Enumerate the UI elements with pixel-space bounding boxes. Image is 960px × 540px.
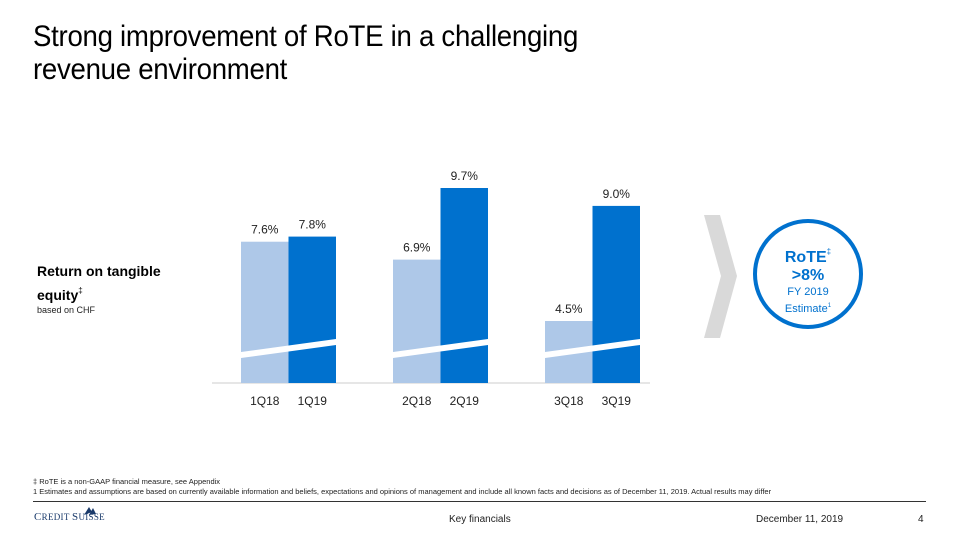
bar-2Q18 xyxy=(393,259,441,383)
category-label-3Q19: 3Q19 xyxy=(602,394,632,408)
footnote-1: ‡ RoTE is a non-GAAP financial measure, … xyxy=(33,477,221,486)
category-label-1Q18: 1Q18 xyxy=(250,394,280,408)
footer-date: December 11, 2019 xyxy=(756,514,844,525)
callout-note: Estimate xyxy=(784,303,828,315)
category-label-1Q19: 1Q19 xyxy=(298,394,328,408)
value-label-1Q19: 7.8% xyxy=(299,218,327,232)
bar-1Q19 xyxy=(288,236,336,383)
title-line-2: revenue environment xyxy=(33,53,288,86)
rote-bar-chart: 7.6% 1Q18 7.8% 1Q19 6.9% 2Q18 9.7% 2Q19 4.5% 3Q18… xyxy=(212,169,737,408)
value-label-2Q19: 9.7% xyxy=(451,169,479,183)
page-number: 4 xyxy=(918,514,924,525)
rote-target-callout: RoTE‡ >8% FY 2019 Estimate1 xyxy=(753,219,863,329)
axis-break-band xyxy=(241,339,336,358)
bar-1Q18 xyxy=(241,241,289,383)
metric-label-text: Return on tangible equity xyxy=(37,263,161,303)
metric-sublabel: based on CHF xyxy=(37,305,96,315)
axis-break-band xyxy=(545,339,640,358)
value-label-3Q18: 4.5% xyxy=(555,302,583,316)
sail-logo-icon xyxy=(84,507,96,515)
bar-3Q19 xyxy=(592,205,640,383)
metric-label: Return on tangible equity‡ based on CHF xyxy=(37,262,207,315)
axis-break-band xyxy=(393,339,488,358)
callout-metric: RoTE xyxy=(784,249,827,266)
bars-layer: 7.6% 1Q18 7.8% 1Q19 6.9% 2Q18 9.7% 2Q19 4.5% 3Q18… xyxy=(241,169,640,408)
footnote-2: 1 Estimates and assumptions are based on… xyxy=(33,487,772,496)
chevron-arrow-icon xyxy=(704,215,737,338)
callout-value: >8% xyxy=(791,267,825,284)
category-label-3Q18: 3Q18 xyxy=(554,394,584,408)
category-label-2Q18: 2Q18 xyxy=(402,394,432,408)
callout-note-marker: 1 xyxy=(827,303,832,309)
footer-section: Key financials xyxy=(449,514,511,525)
bar-2Q19 xyxy=(440,188,488,383)
callout-marker: ‡ xyxy=(826,247,832,256)
value-label-2Q18: 6.9% xyxy=(403,241,431,255)
value-label-3Q19: 9.0% xyxy=(603,187,631,201)
value-label-1Q18: 7.6% xyxy=(251,223,279,237)
category-label-2Q19: 2Q19 xyxy=(450,394,480,408)
double-dagger-marker: ‡ xyxy=(78,286,83,295)
footnotes: ‡ RoTE is a non-GAAP financial measure, … xyxy=(33,477,771,497)
title-line-1: Strong improvement of RoTE in a challeng… xyxy=(33,20,579,53)
footer-divider xyxy=(33,501,926,502)
slide-title: Strong improvement of RoTE in a challeng… xyxy=(33,20,695,86)
credit-suisse-logo: CREDIT SUISSE xyxy=(34,511,105,523)
callout-period: FY 2019 xyxy=(787,286,829,298)
